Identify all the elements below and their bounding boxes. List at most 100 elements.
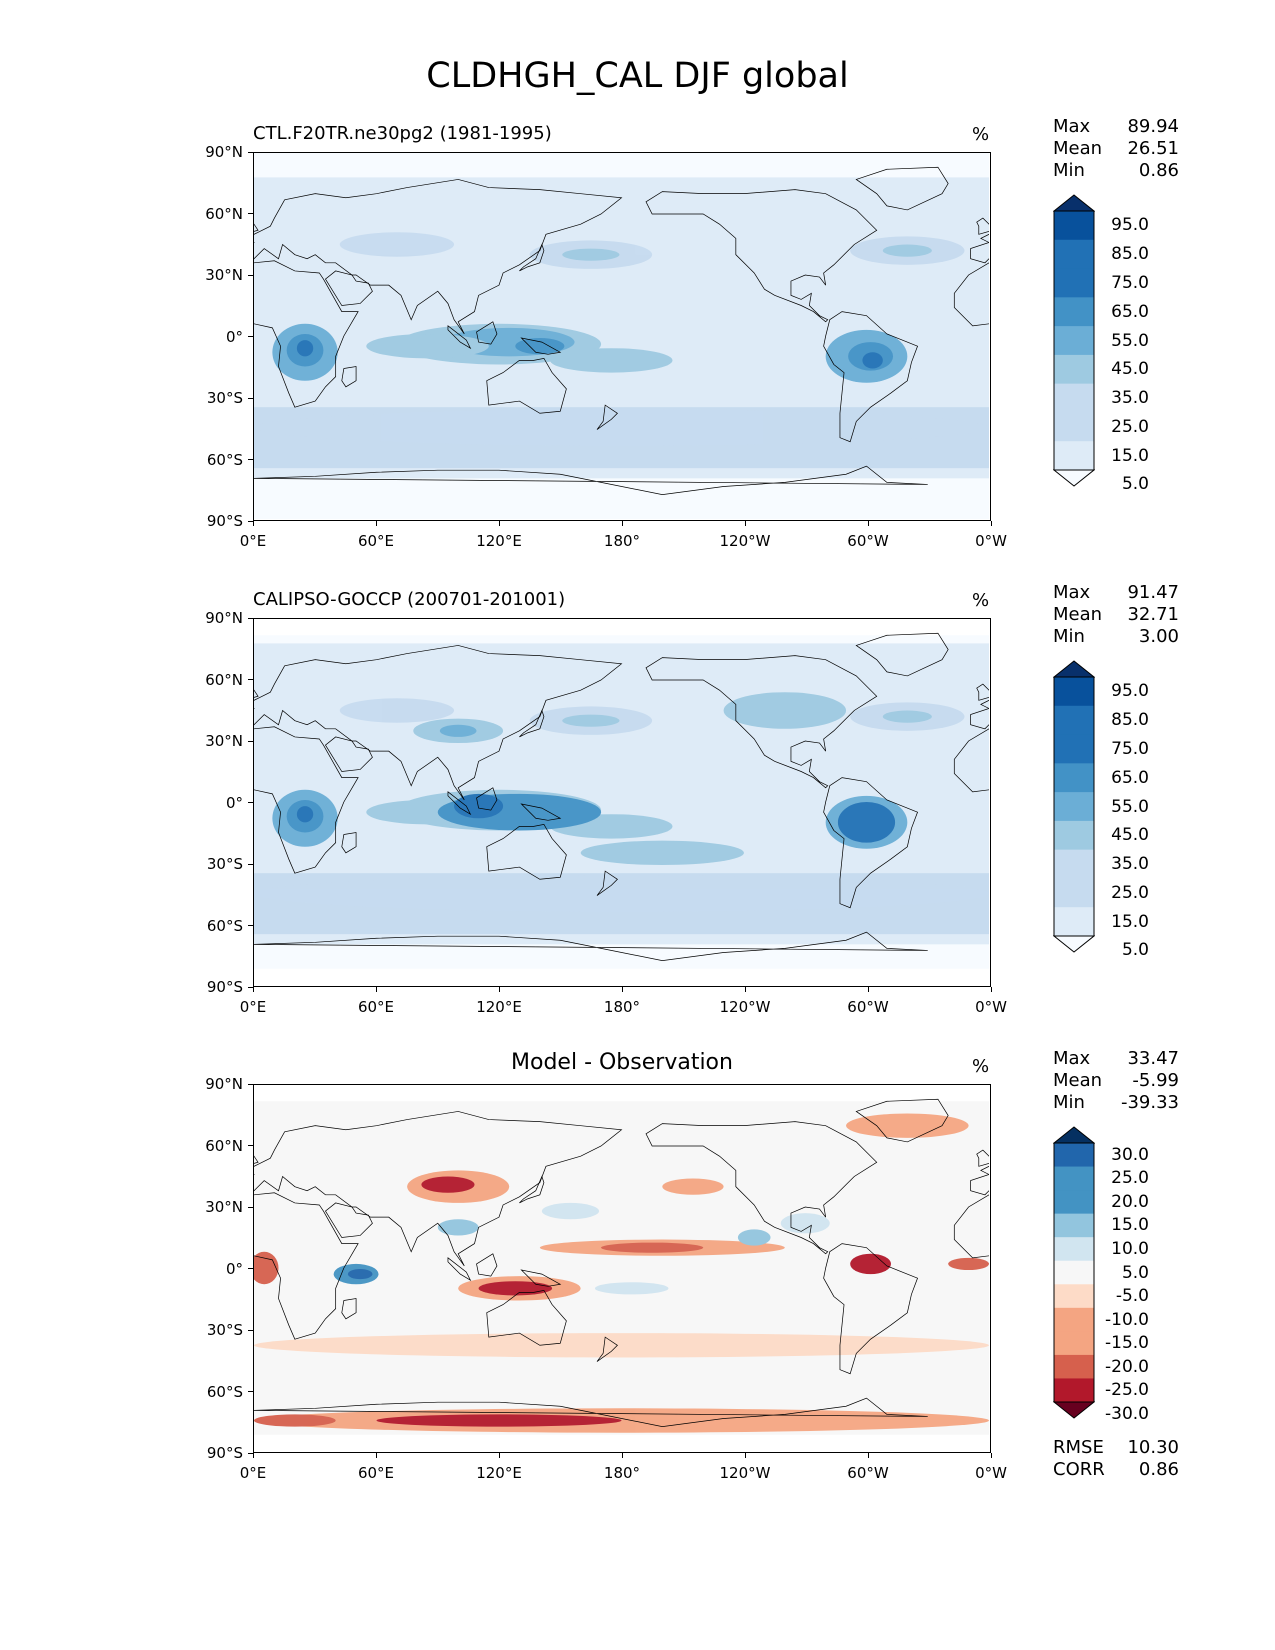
y-tick-label: 60°N [205, 204, 243, 223]
stat-value: 0.86 [1138, 160, 1179, 181]
y-tick-label: 60°S [206, 916, 243, 935]
field-contour-12 [254, 1333, 989, 1358]
coast-antarctica_band [254, 1397, 928, 1427]
colorbar-label: 85.0 [1111, 710, 1149, 731]
x-tick-mark [867, 987, 869, 992]
colorbar-label: 95.0 [1111, 215, 1149, 236]
colorbar-segment [1054, 297, 1094, 327]
stat-label: Min [1053, 626, 1085, 647]
field-contour-4 [882, 710, 932, 723]
field-contour-18 [737, 1229, 771, 1246]
coast-antarctica_band [254, 931, 928, 961]
stat-label: RMSE [1053, 1437, 1104, 1458]
y-tick-mark [248, 213, 253, 214]
colorbar-bottom-extend [1053, 1401, 1095, 1419]
colorbar [1053, 1126, 1095, 1419]
stat-value: 91.47 [1127, 582, 1179, 603]
stat-value: 89.94 [1127, 116, 1179, 137]
y-tick-mark [248, 740, 253, 742]
y-tick-mark [248, 151, 253, 153]
field-blobs [254, 692, 989, 912]
field-contour-2 [562, 248, 620, 261]
y-tick-mark [248, 1329, 253, 1331]
y-tick-mark [248, 802, 253, 803]
colorbar-label: 25.0 [1111, 882, 1149, 903]
y-tick-mark [248, 863, 253, 865]
x-tick-mark [990, 1453, 992, 1458]
coast-borneo [476, 1253, 498, 1277]
field-contour-8 [948, 1257, 989, 1271]
x-tick-label: 60°E [357, 532, 395, 550]
field-contour-16 [862, 352, 883, 369]
colorbar-label: 55.0 [1111, 796, 1149, 817]
colorbar-top-extend [1053, 194, 1095, 212]
colorbar-frame [1053, 676, 1095, 937]
colorbar-label: 25.0 [1111, 1168, 1149, 1189]
colorbar-segment [1054, 412, 1094, 442]
colorbar-top-extend [1053, 660, 1095, 678]
stat-label: Min [1053, 160, 1085, 181]
x-tick-label: 0°E [239, 998, 267, 1016]
x-tick-label: 60°E [357, 1464, 395, 1482]
colorbar-segment [1054, 268, 1094, 298]
colorbar-label: 95.0 [1111, 681, 1149, 702]
colorbar-segment [1054, 1190, 1094, 1215]
coast-greenland [855, 632, 949, 677]
coast-eurasia [254, 1111, 623, 1267]
y-tick-mark [248, 1145, 253, 1146]
stat-corr: CORR 0.86 [1053, 1459, 1179, 1481]
coast-northamerica [645, 189, 878, 323]
colorbar-label: 65.0 [1111, 767, 1149, 788]
field-contour-13 [296, 340, 314, 357]
x-tick-mark [498, 521, 500, 526]
x-tick-mark [252, 987, 254, 992]
x-tick-mark [375, 1453, 377, 1458]
coast-southamerica [823, 311, 918, 443]
x-tick-mark [744, 521, 746, 526]
stat-label: CORR [1053, 1459, 1105, 1480]
field-contour-7 [850, 1253, 891, 1275]
colorbar [1053, 660, 1095, 953]
stat-max: Max 33.47 [1053, 1048, 1179, 1070]
field-contour-23 [723, 692, 847, 729]
coast-uk [254, 223, 259, 232]
colorbar-segment [1054, 1260, 1094, 1285]
x-tick-label: 60°W [847, 532, 889, 550]
field-contour-2 [562, 714, 620, 727]
map-field [254, 619, 989, 985]
y-tick-label: 30°S [206, 389, 243, 407]
colorbar-label: 45.0 [1111, 825, 1149, 846]
colorbar-label: 25.0 [1111, 416, 1149, 437]
panel-title: CTL.F20TR.ne30pg2 (1981-1995) [253, 123, 552, 144]
colorbar-top-extend [1053, 1126, 1095, 1144]
missing-south [254, 1434, 989, 1451]
x-tick-label: 120°W [719, 998, 771, 1016]
x-tick-mark [375, 521, 377, 526]
x-tick-mark [990, 987, 992, 992]
x-tick-mark [867, 521, 869, 526]
colorbar-segment [1054, 1331, 1094, 1356]
y-tick-label: 30°N [205, 266, 243, 284]
coast-southamerica [823, 777, 918, 909]
coast-eurasia [254, 645, 623, 801]
coast-uk [254, 1155, 259, 1164]
coastlines [254, 166, 989, 495]
y-tick-label: 30°S [206, 855, 243, 873]
stat-value: 32.71 [1127, 604, 1179, 625]
stat-min: Min 3.00 [1053, 626, 1179, 648]
field-contour-1 [421, 1176, 475, 1193]
x-tick-label: 120°E [476, 532, 522, 550]
x-tick-label: 0°E [239, 1464, 267, 1482]
coast-newzealand [596, 404, 618, 430]
x-tick-label: 180° [603, 1464, 641, 1482]
coast-japan [519, 243, 545, 272]
field-contour-21 [541, 1202, 600, 1220]
coastlines [254, 1098, 989, 1427]
colorbar-label: 35.0 [1111, 388, 1149, 409]
field-contour-16 [347, 1269, 373, 1280]
colorbar-frame [1053, 1142, 1095, 1403]
x-tick-label: 0°E [239, 532, 267, 550]
colorbar-bottom-extend [1053, 935, 1095, 953]
colorbar-segment [1054, 1284, 1094, 1309]
field-contour-9 [366, 333, 489, 359]
